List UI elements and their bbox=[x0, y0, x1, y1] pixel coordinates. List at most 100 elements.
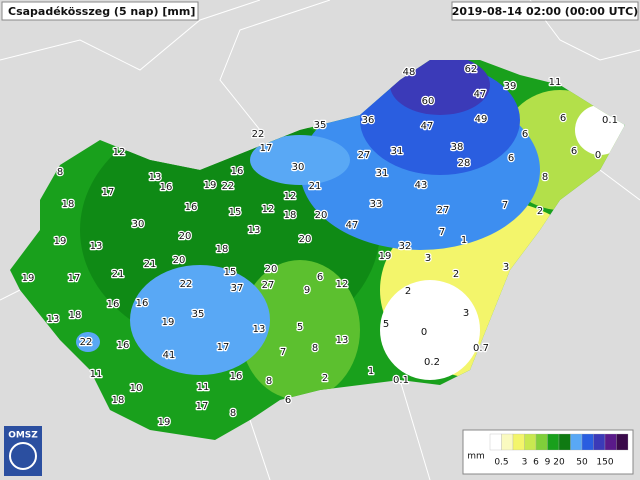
station-value: 2 bbox=[453, 269, 459, 280]
station-value: 19 bbox=[54, 236, 67, 247]
station-value: 20 bbox=[299, 234, 312, 245]
legend-label: 50 bbox=[576, 458, 588, 468]
station-value: 39 bbox=[504, 81, 517, 92]
station-value: 7 bbox=[439, 227, 445, 238]
station-value: 19 bbox=[204, 180, 217, 191]
station-value: 2 bbox=[537, 206, 543, 217]
legend-label: 6 bbox=[533, 458, 539, 468]
legend-swatch bbox=[524, 433, 537, 451]
station-value: 47 bbox=[474, 89, 487, 100]
title: Csapadékösszeg (5 nap) [mm] bbox=[8, 5, 195, 18]
station-value: 15 bbox=[229, 207, 242, 218]
station-value: 62 bbox=[465, 64, 478, 75]
legend-swatch bbox=[512, 433, 525, 451]
legend-swatch bbox=[501, 433, 514, 451]
timestamp-box bbox=[451, 1, 639, 21]
station-value: 7 bbox=[280, 347, 286, 358]
station-value: 21 bbox=[112, 269, 125, 280]
title-box bbox=[1, 1, 199, 21]
legend-swatch bbox=[489, 433, 502, 451]
station-value: 41 bbox=[163, 350, 176, 361]
station-value: 22 bbox=[222, 181, 235, 192]
station-value: 0.7 bbox=[473, 343, 489, 354]
station-value: 15 bbox=[224, 267, 237, 278]
legend-label: 20 bbox=[553, 458, 565, 468]
station-value: 33 bbox=[370, 199, 383, 210]
station-value: 43 bbox=[415, 180, 428, 191]
timestamp: 2019-08-14 02:00 (00:00 UTC) bbox=[452, 5, 638, 18]
station-value: 11 bbox=[549, 77, 562, 88]
station-value: 5 bbox=[297, 322, 303, 333]
station-value: 16 bbox=[231, 166, 244, 177]
station-value: 49 bbox=[475, 114, 488, 125]
legend-label: 9 bbox=[545, 458, 551, 468]
station-value: 19 bbox=[22, 273, 35, 284]
station-value: 10 bbox=[130, 383, 143, 394]
station-value: 17 bbox=[260, 143, 273, 154]
legend-unit: mm bbox=[467, 452, 485, 462]
station-value: 3 bbox=[463, 308, 469, 319]
station-value: 21 bbox=[144, 259, 157, 270]
station-value: 6 bbox=[522, 129, 528, 140]
station-value: 2 bbox=[322, 373, 328, 384]
station-value: 6 bbox=[571, 146, 577, 157]
station-value: 0 bbox=[595, 150, 601, 161]
station-value: 27 bbox=[358, 150, 371, 161]
station-value: 12 bbox=[284, 191, 297, 202]
station-value: 6 bbox=[508, 153, 514, 164]
station-value: 35 bbox=[314, 120, 327, 131]
station-value: 12 bbox=[336, 279, 349, 290]
station-value: 6 bbox=[285, 395, 291, 406]
station-value: 1 bbox=[368, 366, 374, 377]
station-value: 22 bbox=[80, 337, 93, 348]
station-value: 19 bbox=[379, 251, 392, 262]
station-value: 13 bbox=[149, 172, 162, 183]
station-value: 22 bbox=[252, 129, 265, 140]
station-value: 18 bbox=[69, 310, 82, 321]
station-value: 7 bbox=[502, 200, 508, 211]
station-value: 20 bbox=[265, 264, 278, 275]
legend-swatch bbox=[558, 433, 571, 451]
station-value: 8 bbox=[266, 376, 272, 387]
station-value: 5 bbox=[383, 319, 389, 330]
station-value: 17 bbox=[196, 401, 209, 412]
legend-swatch bbox=[593, 433, 606, 451]
station-value: 16 bbox=[117, 340, 130, 351]
station-value: 30 bbox=[292, 162, 305, 173]
station-value: 31 bbox=[391, 146, 404, 157]
station-value: 12 bbox=[262, 204, 275, 215]
station-value: 18 bbox=[216, 244, 229, 255]
station-value: 6 bbox=[560, 113, 566, 124]
station-value: 47 bbox=[421, 121, 434, 132]
station-value: 27 bbox=[262, 280, 275, 291]
station-value: 37 bbox=[231, 283, 244, 294]
station-value: 18 bbox=[112, 395, 125, 406]
station-value: 9 bbox=[304, 285, 310, 296]
station-value: 20 bbox=[315, 210, 328, 221]
station-value: 3 bbox=[503, 262, 509, 273]
station-value: 30 bbox=[132, 219, 145, 230]
station-value: 20 bbox=[173, 255, 186, 266]
station-value: 48 bbox=[403, 67, 416, 78]
logo-text: OMSZ bbox=[8, 431, 38, 441]
station-value: 47 bbox=[346, 220, 359, 231]
station-value: 38 bbox=[451, 142, 464, 153]
station-value: 60 bbox=[422, 96, 435, 107]
station-value: 32 bbox=[399, 241, 412, 252]
station-value: 17 bbox=[68, 273, 81, 284]
station-value: 12 bbox=[113, 147, 126, 158]
logo-emblem bbox=[9, 442, 37, 470]
station-value: 20 bbox=[179, 231, 192, 242]
station-value: 11 bbox=[197, 382, 210, 393]
station-value: 13 bbox=[47, 314, 60, 325]
station-value: 18 bbox=[62, 199, 75, 210]
station-value: 13 bbox=[90, 241, 103, 252]
legend-label: 0.5 bbox=[494, 458, 508, 468]
station-value: 8 bbox=[57, 167, 63, 178]
station-value: 17 bbox=[102, 187, 115, 198]
station-value: 17 bbox=[217, 342, 230, 353]
station-value: 2 bbox=[405, 286, 411, 297]
station-value: 36 bbox=[362, 115, 375, 126]
